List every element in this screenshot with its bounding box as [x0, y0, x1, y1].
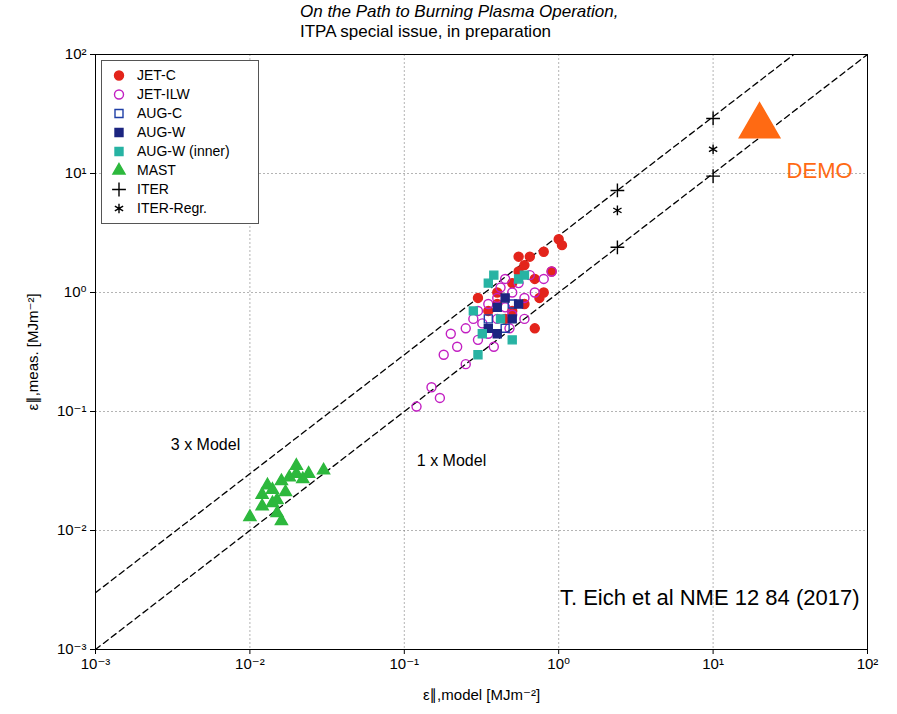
svg-text:10²: 10² [65, 45, 87, 62]
svg-text:10¹: 10¹ [702, 655, 724, 672]
html-text:On the Path to Burning Plasma: On the Path to Burning Plasma Operation, [300, 2, 619, 21]
svg-text:ITER-Regr.: ITER-Regr. [137, 200, 207, 216]
svg-text:JET-ILW: JET-ILW [137, 86, 190, 102]
svg-text:ε∥,meas. [MJm⁻²]: ε∥,meas. [MJm⁻²] [24, 293, 42, 410]
svg-text:10⁻³: 10⁻³ [81, 655, 111, 672]
svg-text:10⁰: 10⁰ [547, 655, 570, 672]
svg-text:AUG-C: AUG-C [137, 105, 182, 121]
svg-text:10¹: 10¹ [65, 164, 87, 181]
svg-text:AUG-W (inner): AUG-W (inner) [137, 143, 230, 159]
svg-text:10⁻²: 10⁻² [57, 521, 87, 538]
svg-text:10⁻²: 10⁻² [235, 655, 265, 672]
svg-text:ITER: ITER [137, 181, 169, 197]
svg-text:10⁻¹: 10⁻¹ [389, 655, 419, 672]
svg-text:ε∥,model [MJm⁻²]: ε∥,model [MJm⁻²] [423, 686, 540, 704]
svg-text:10²: 10² [857, 655, 879, 672]
svg-text:3 x Model: 3 x Model [171, 436, 240, 453]
svg-text:MAST: MAST [137, 162, 176, 178]
svg-text:AUG-W: AUG-W [137, 124, 186, 140]
svg-text:T. Eich et al NME 12 84 (2017): T. Eich et al NME 12 84 (2017) [560, 585, 860, 610]
svg-text:1 x Model: 1 x Model [417, 452, 486, 469]
svg-text:10⁻³: 10⁻³ [56, 640, 87, 658]
svg-text:10⁰: 10⁰ [64, 283, 87, 300]
svg-text:JET-C: JET-C [137, 67, 176, 83]
svg-text:DEMO: DEMO [787, 158, 853, 183]
svg-text:10⁻¹: 10⁻¹ [57, 402, 87, 419]
html-text:ITPA special issue, in prepara: ITPA special issue, in preparation [300, 22, 551, 41]
